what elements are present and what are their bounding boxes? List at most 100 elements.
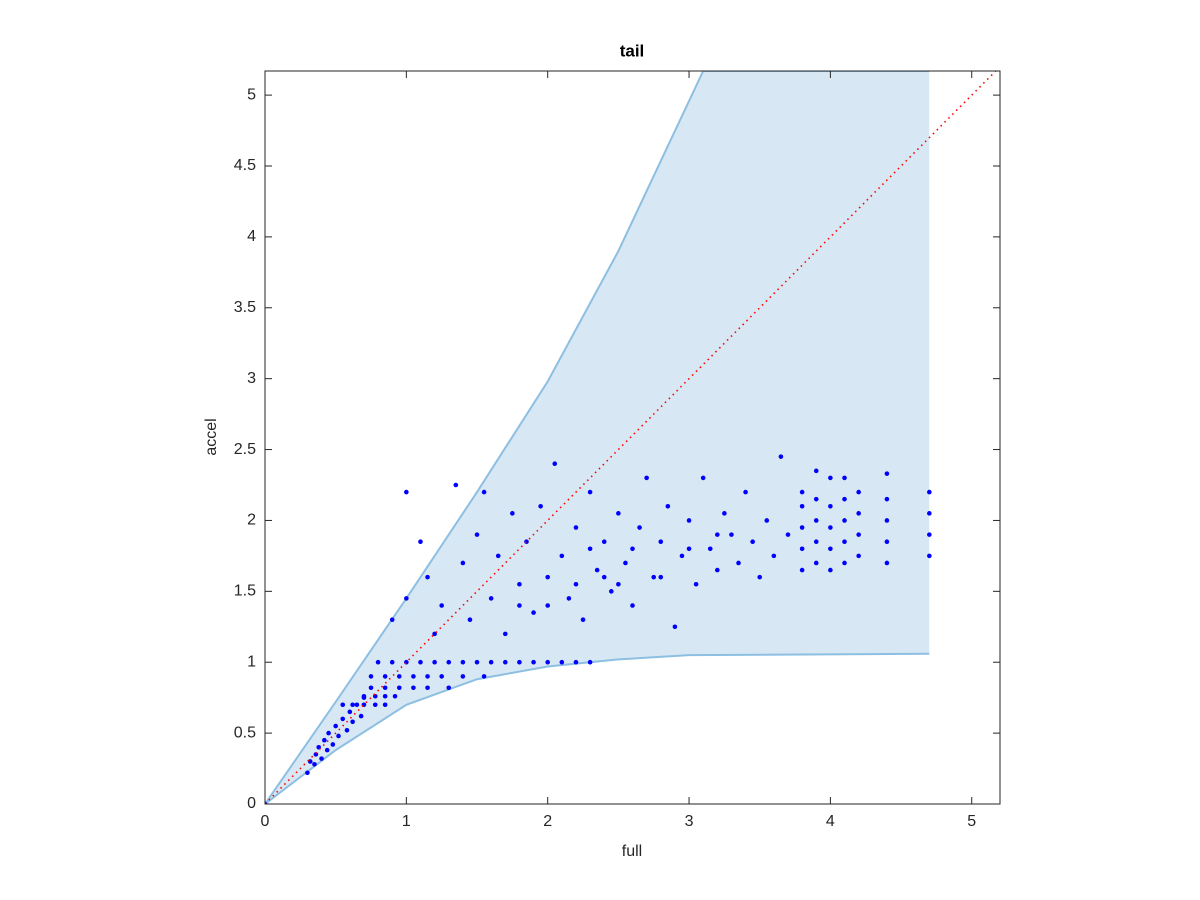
scatter-point bbox=[324, 747, 330, 753]
scatter-point bbox=[884, 539, 890, 545]
scatter-point bbox=[392, 693, 398, 699]
scatter-point bbox=[828, 567, 833, 573]
scatter-point bbox=[389, 659, 395, 665]
x-axis-label: full bbox=[622, 843, 642, 860]
scatter-point bbox=[502, 659, 508, 665]
scatter-point bbox=[580, 617, 586, 622]
scatter-point bbox=[856, 532, 861, 537]
scatter-point bbox=[307, 759, 313, 764]
scatter-point bbox=[404, 596, 409, 601]
scatter-point bbox=[630, 546, 635, 552]
scatter-point bbox=[785, 532, 791, 537]
scatter-point bbox=[488, 596, 494, 601]
scatter-point bbox=[340, 716, 346, 722]
scatter-point bbox=[828, 503, 833, 509]
scatter-point bbox=[630, 603, 635, 608]
scatter-point bbox=[350, 719, 355, 725]
scatter-point bbox=[601, 539, 607, 545]
scatter-point bbox=[313, 752, 319, 757]
scatter-point bbox=[358, 713, 364, 719]
scatter-point bbox=[375, 659, 381, 665]
scatter-point bbox=[927, 489, 932, 495]
scatter-point bbox=[354, 702, 360, 708]
scatter-point bbox=[842, 518, 847, 523]
scatter-point bbox=[432, 631, 437, 637]
scatter-point bbox=[587, 659, 593, 665]
scatter-point bbox=[559, 553, 565, 559]
scatter-point bbox=[799, 525, 805, 530]
y-tick-label: 4.5 bbox=[234, 157, 256, 174]
scatter-point bbox=[368, 674, 374, 679]
scatter-point bbox=[637, 525, 642, 530]
scatter-point bbox=[312, 762, 317, 767]
scatter-point bbox=[552, 461, 558, 467]
scatter-point bbox=[828, 475, 833, 481]
scatter-point bbox=[446, 659, 452, 665]
x-tick-label: 1 bbox=[402, 813, 411, 830]
scatter-point bbox=[778, 454, 784, 459]
scatter-point bbox=[813, 560, 819, 566]
scatter-point bbox=[799, 567, 805, 573]
scatter-point bbox=[686, 546, 692, 552]
y-tick-label: 3 bbox=[247, 370, 256, 387]
scatter-point bbox=[587, 546, 593, 552]
scatter-point bbox=[828, 525, 833, 530]
scatter-point bbox=[411, 674, 416, 679]
scatter-point bbox=[566, 596, 572, 601]
scatter-point bbox=[616, 511, 621, 516]
scatter-point bbox=[644, 475, 649, 481]
scatter-point bbox=[799, 503, 805, 509]
scatter-point bbox=[488, 659, 494, 665]
scatter-point bbox=[418, 659, 423, 665]
scatter-point bbox=[651, 574, 657, 580]
scatter-point bbox=[531, 659, 536, 665]
scatter-point bbox=[460, 659, 466, 665]
scatter-point bbox=[495, 553, 501, 559]
band-area bbox=[265, 71, 930, 804]
scatter-point bbox=[368, 685, 374, 691]
scatter-point bbox=[336, 733, 341, 739]
scatter-point bbox=[432, 659, 437, 665]
y-tick-label: 4 bbox=[247, 228, 256, 245]
scatter-point bbox=[573, 659, 579, 665]
y-tick-label: 1.5 bbox=[234, 583, 256, 600]
band-upper-edge bbox=[265, 71, 930, 804]
scatter-point bbox=[743, 489, 748, 495]
scatter-point bbox=[884, 496, 890, 502]
scatter-point bbox=[856, 511, 861, 516]
scatter-point bbox=[700, 475, 706, 481]
scatter-point bbox=[481, 489, 487, 495]
scatter-point bbox=[715, 532, 720, 537]
scatter-point bbox=[425, 574, 430, 580]
scatter-point bbox=[396, 685, 402, 691]
clipped-layer bbox=[265, 71, 997, 804]
scatter-point bbox=[382, 693, 388, 699]
scatter-point bbox=[439, 674, 444, 679]
scatter-point bbox=[799, 546, 805, 552]
plot-area bbox=[264, 70, 1001, 805]
scatter-point bbox=[736, 560, 741, 566]
scatter-point bbox=[425, 685, 430, 691]
scatter-point bbox=[813, 539, 819, 545]
scatter-point bbox=[404, 659, 409, 665]
scatter-point bbox=[330, 742, 336, 747]
scatter-point bbox=[616, 581, 621, 587]
axes-box bbox=[264, 70, 1001, 805]
scatter-point bbox=[382, 702, 388, 708]
scatter-point bbox=[842, 496, 847, 502]
scatter-point bbox=[828, 546, 833, 552]
scatter-point bbox=[842, 539, 847, 545]
scatter-point bbox=[679, 553, 685, 559]
scatter-point bbox=[389, 617, 395, 622]
y-tick-label: 3.5 bbox=[234, 299, 256, 316]
scatter-point bbox=[545, 574, 550, 580]
scatter-point bbox=[474, 659, 480, 665]
scatter-point bbox=[884, 471, 890, 476]
scatter-point bbox=[510, 511, 515, 516]
scatter-point bbox=[715, 567, 720, 573]
y-tick-label: 0 bbox=[247, 795, 256, 812]
scatter-point bbox=[425, 674, 430, 679]
scatter-point bbox=[658, 539, 664, 545]
scatter-point bbox=[927, 532, 932, 537]
scatter-point bbox=[693, 581, 699, 587]
